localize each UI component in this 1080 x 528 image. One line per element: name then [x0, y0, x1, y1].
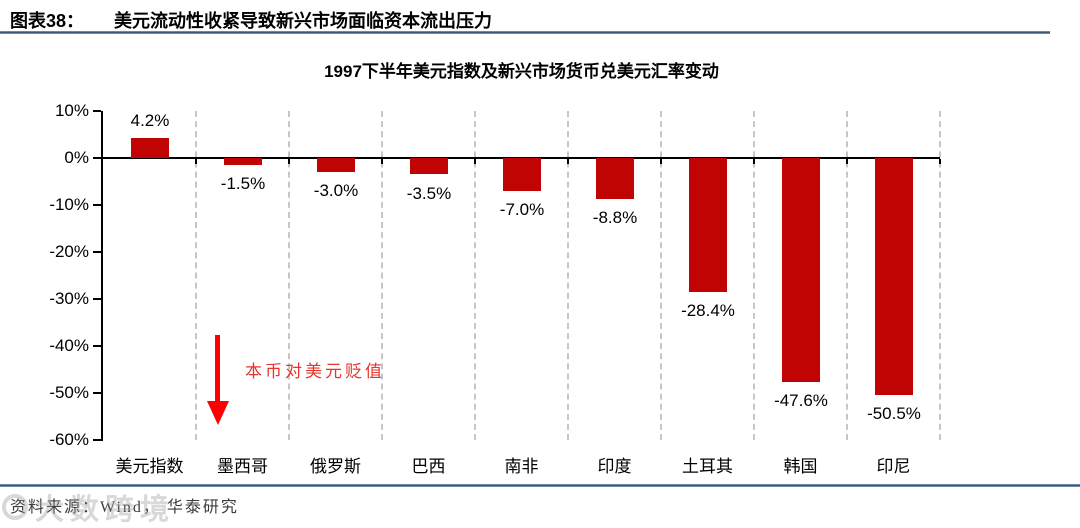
chart-title: 1997下半年美元指数及新兴市场货币兑美元汇率变动 — [324, 62, 719, 81]
figure-number-label: 图表38： — [10, 11, 85, 31]
y-axis-tick-label: 0% — [64, 148, 89, 167]
x-axis-category-label: 土耳其 — [682, 457, 733, 476]
y-axis-tick — [93, 392, 101, 394]
vertical-gridline — [381, 111, 383, 440]
x-axis-category-label: 南非 — [504, 457, 539, 476]
x-axis-tick — [195, 159, 197, 164]
bar — [410, 158, 448, 175]
bar-value-label: 4.2% — [130, 111, 170, 131]
x-axis-tick — [474, 159, 476, 164]
x-axis-tick — [753, 159, 755, 164]
vertical-gridline — [939, 111, 941, 440]
bar — [224, 158, 262, 166]
y-axis-tick — [93, 251, 101, 253]
x-axis-tick — [846, 159, 848, 164]
bar — [131, 138, 169, 158]
source-note: 资料来源：Wind， 华泰研究 — [10, 499, 239, 516]
y-axis-tick-label: -40% — [49, 336, 89, 355]
vertical-gridline — [660, 111, 662, 440]
bar — [689, 158, 727, 292]
y-axis-tick-label: -20% — [49, 242, 89, 261]
down-arrow-head-icon — [207, 401, 229, 425]
bar-chart-plot-area: 10% 0% -10% -20% -30% -40% -50% -60% 4.2% 美元指数 -1.… — [49, 101, 941, 476]
bar — [875, 158, 913, 396]
bar — [317, 158, 355, 173]
x-axis-category-label: 韩国 — [783, 457, 818, 476]
vertical-gridline — [567, 111, 569, 440]
figure-title: 美元流动性收紧导致新兴市场面临资本流出压力 — [114, 11, 493, 31]
y-axis-tick — [93, 298, 101, 300]
x-axis-tick — [939, 159, 941, 164]
x-axis-category-label: 印度 — [597, 457, 632, 476]
vertical-gridline — [753, 111, 755, 440]
x-axis-tick — [381, 159, 383, 164]
x-axis-tick — [660, 159, 662, 164]
x-axis-category-label: 墨西哥 — [217, 457, 268, 476]
vertical-gridline — [288, 111, 290, 440]
bar — [596, 158, 634, 200]
y-axis-tick-label: 10% — [54, 101, 89, 120]
bar-value-label: -47.6% — [774, 390, 828, 410]
y-axis-tick — [93, 110, 101, 112]
y-axis-tick — [93, 157, 101, 159]
y-axis-tick — [93, 345, 101, 347]
y-axis-tick — [93, 204, 101, 206]
bar-value-label: -50.5% — [867, 404, 921, 424]
x-axis-tick — [288, 159, 290, 164]
x-axis-category-label: 俄罗斯 — [310, 457, 361, 476]
bar-value-label: -7.0% — [499, 199, 545, 219]
annotation-text: 本币对美元贬值 — [245, 362, 385, 381]
bar-value-label: -8.8% — [592, 208, 638, 228]
vertical-gridline — [474, 111, 476, 440]
y-axis-tick-label: -60% — [49, 430, 89, 449]
bar-value-label: -28.4% — [681, 300, 735, 320]
x-axis-tick — [567, 159, 569, 164]
y-axis-line — [101, 111, 103, 441]
bar-value-label: -3.0% — [313, 181, 359, 201]
bar — [503, 158, 541, 191]
figure-header: 图表38： 美元流动性收紧导致新兴市场面临资本流出压力 — [10, 7, 492, 33]
footer-divider-line — [0, 484, 1080, 487]
bar-value-label: -1.5% — [220, 174, 266, 193]
vertical-gridline — [846, 111, 848, 440]
header-divider-line — [0, 31, 1050, 34]
vertical-gridline — [195, 111, 197, 440]
y-axis-tick-label: -30% — [49, 289, 89, 308]
bar — [782, 158, 820, 382]
bar-value-label: -3.5% — [406, 183, 452, 203]
y-axis-tick — [93, 439, 101, 441]
down-arrow-shaft — [215, 335, 220, 403]
y-axis-tick-label: -10% — [49, 195, 89, 214]
x-axis-category-label: 印尼 — [876, 457, 911, 476]
y-axis-tick-label: -50% — [49, 383, 89, 402]
x-axis-category-label: 巴西 — [411, 457, 446, 476]
x-axis-category-label: 美元指数 — [115, 457, 184, 476]
